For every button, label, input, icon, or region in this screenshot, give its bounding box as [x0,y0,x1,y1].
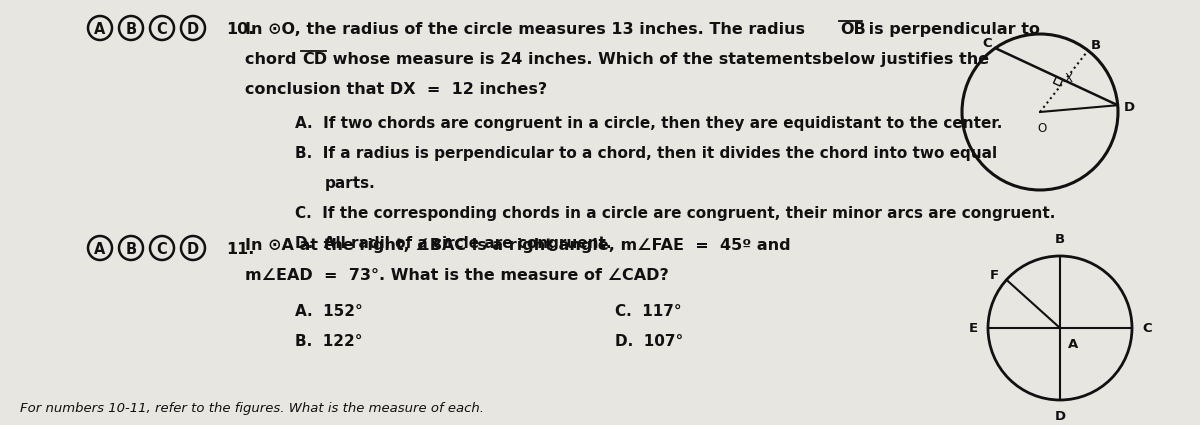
Text: B: B [1055,233,1066,246]
Text: E: E [968,321,978,334]
Text: For numbers 10-11, refer to the figures. What is the measure of each.: For numbers 10-11, refer to the figures.… [20,402,484,415]
Text: B: B [126,22,137,37]
Text: chord: chord [245,52,302,67]
Text: C: C [1142,321,1152,334]
Text: CD: CD [302,52,328,67]
Text: A.  152°: A. 152° [295,304,362,319]
Text: B: B [1091,39,1102,52]
Text: In ⊙O, the radius of the circle measures 13 inches. The radius: In ⊙O, the radius of the circle measures… [245,22,811,37]
Text: C.  117°: C. 117° [616,304,682,319]
Text: conclusion that DX  =  12 inches?: conclusion that DX = 12 inches? [245,82,547,97]
Text: B.  If a radius is perpendicular to a chord, then it divides the chord into two : B. If a radius is perpendicular to a cho… [295,146,997,161]
Text: B: B [126,242,137,257]
Text: m∠EAD  =  73°. What is the measure of ∠CAD?: m∠EAD = 73°. What is the measure of ∠CAD… [245,268,668,283]
Text: parts.: parts. [325,176,376,191]
Text: is perpendicular to: is perpendicular to [863,22,1040,37]
Text: F: F [989,269,998,282]
Text: O: O [1037,122,1046,134]
Text: D.  107°: D. 107° [616,334,683,349]
Text: OB: OB [840,22,865,37]
Text: C: C [157,22,167,37]
Text: C.  If the corresponding chords in a circle are congruent, their minor arcs are : C. If the corresponding chords in a circ… [295,206,1055,221]
Text: D.  All radii of a circle are congruent.: D. All radii of a circle are congruent. [295,236,612,251]
Text: D: D [187,242,199,257]
Text: B.  122°: B. 122° [295,334,362,349]
Text: D: D [1124,101,1135,114]
Text: whose measure is 24 inches. Which of the statements​below justifies the: whose measure is 24 inches. Which of the… [326,52,989,67]
Text: D: D [187,22,199,37]
Text: A.  If two chords are congruent in a circle, then they are equidistant to the ce: A. If two chords are congruent in a circ… [295,116,1002,131]
Text: C: C [983,37,992,50]
Text: A: A [95,22,106,37]
Text: D: D [1055,410,1066,423]
Text: 10.: 10. [226,22,254,37]
Text: X: X [1064,72,1073,85]
Text: 11.: 11. [226,242,254,257]
Text: A: A [95,242,106,257]
Text: A: A [1068,338,1079,351]
Text: C: C [157,242,167,257]
Text: In ⊙A at the right, ∠BAC is a right angle, m∠FAE  =  45º and: In ⊙A at the right, ∠BAC is a right angl… [245,238,791,253]
